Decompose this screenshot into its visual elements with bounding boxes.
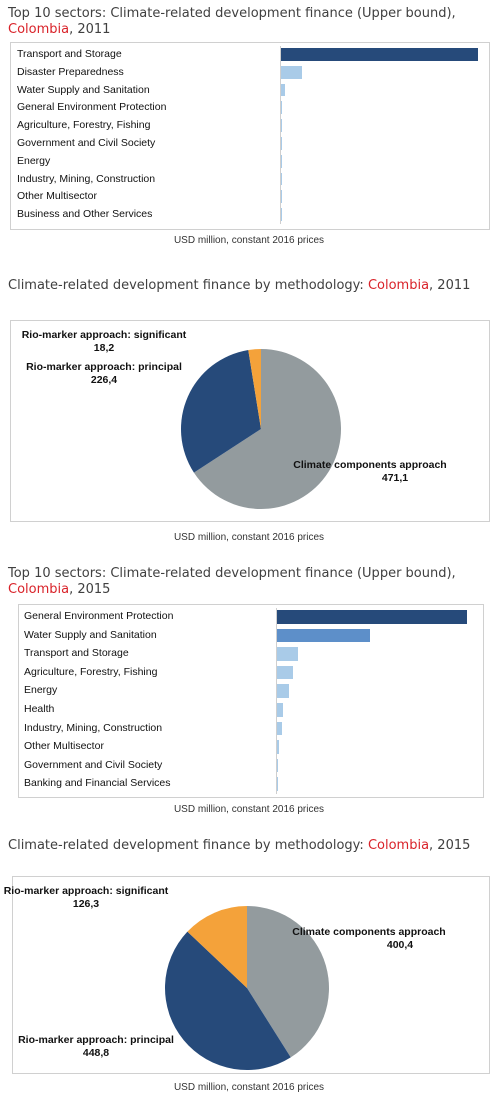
bar: [281, 65, 302, 79]
pie-slice: [180, 350, 261, 473]
bar: [281, 119, 282, 132]
category-label: Water Supply and Sanitation: [24, 628, 157, 641]
pie-slice: [164, 931, 291, 1071]
category-label: Agriculture, Forestry, Fishing: [17, 119, 151, 132]
category-label: Energy: [24, 684, 58, 697]
bar: [277, 721, 282, 736]
slice-value-label: 226,4: [91, 374, 117, 386]
slice-label: Climate components approach: [293, 459, 446, 471]
pie-slice: [247, 906, 329, 1058]
category-label: Transport and Storage: [17, 48, 122, 60]
bar: [277, 684, 290, 698]
slice-label: Rio-marker approach: principal: [26, 361, 182, 373]
slice-value-label: 448,8: [83, 1047, 109, 1059]
bar-chart-2011-panel: Top 10 sectors: Climate-related developm…: [0, 0, 498, 260]
category-label: Industry, Mining, Construction: [24, 721, 163, 734]
bar-axis-line: [276, 608, 277, 794]
category-label: Water Supply and Sanitation: [17, 83, 150, 96]
bar: [281, 154, 282, 168]
bar: [281, 48, 478, 61]
category-label: Transport and Storage: [24, 647, 129, 660]
bar: [281, 83, 285, 97]
bar: [277, 628, 371, 643]
bar: [281, 172, 282, 186]
slice-label: Rio-marker approach: significant: [22, 329, 187, 341]
pie-slice: [248, 349, 261, 429]
category-label: General Environment Protection: [17, 101, 167, 114]
bar: [277, 610, 467, 624]
category-label: Other Multisector: [24, 740, 104, 753]
category-label: Energy: [17, 154, 51, 167]
slice-label: Climate components approach: [292, 926, 445, 938]
bar-chart-2015-title: Top 10 sectors: Climate-related developm…: [8, 566, 456, 597]
pie-slice: [187, 906, 247, 988]
bar: [277, 758, 279, 773]
category-label: Other Multisector: [17, 190, 97, 203]
country-name: Colombia: [8, 22, 70, 37]
bar: [281, 190, 282, 204]
pie-chart-2011-panel: Climate-related development finance by m…: [0, 270, 498, 550]
country-name: Colombia: [367, 278, 430, 293]
slice-label: Rio-marker approach: principal: [18, 1034, 174, 1046]
bar-chart-2011-frame: [10, 42, 490, 230]
slice-value-label: 471,1: [382, 472, 408, 484]
bar: [281, 101, 282, 115]
bar: [281, 137, 282, 150]
slice-label: Rio-marker approach: significant: [4, 885, 169, 897]
pie-chart-2015-caption: USD million, constant 2016 prices: [173, 1082, 325, 1093]
bar: [277, 777, 278, 791]
category-label: General Environment Protection: [24, 610, 174, 622]
country-name: Colombia: [367, 838, 430, 853]
bar-chart-2015-panel: Top 10 sectors: Climate-related developm…: [0, 560, 498, 830]
category-label: Industry, Mining, Construction: [17, 172, 156, 185]
bar: [277, 740, 279, 754]
pie-chart-2015-panel: Climate-related development finance by m…: [0, 830, 498, 1105]
category-label: Health: [24, 703, 55, 715]
bar: [277, 647, 298, 661]
bar-chart-2015-caption: USD million, constant 2016 prices: [173, 804, 325, 815]
slice-value-label: 400,4: [387, 939, 413, 951]
slice-value-label: 18,2: [94, 342, 115, 354]
pie-chart-2011-title: Climate-related development finance by m…: [8, 278, 471, 293]
bar: [277, 703, 283, 717]
category-label: Government and Civil Society: [24, 758, 163, 771]
bar: [281, 208, 282, 221]
category-label: Government and Civil Society: [17, 137, 156, 149]
bar-chart-2011-title: Top 10 sectors: Climate-related developm…: [8, 6, 456, 37]
bar-axis-line: [280, 46, 281, 224]
pie-chart-2011-caption: USD million, constant 2016 prices: [173, 532, 325, 543]
pie-chart-2015-title: Climate-related development finance by m…: [8, 838, 471, 853]
pie-slice: [193, 349, 341, 509]
bar-chart-2015-frame: [18, 604, 484, 798]
category-label: Banking and Financial Services: [24, 777, 171, 790]
category-label: Agriculture, Forestry, Fishing: [24, 665, 158, 678]
country-name: Colombia: [8, 582, 70, 597]
category-label: Business and Other Services: [17, 208, 153, 221]
bar: [277, 665, 293, 680]
bar-chart-2011-caption: USD million, constant 2016 prices: [173, 235, 325, 246]
category-label: Disaster Preparedness: [17, 65, 124, 78]
slice-value-label: 126,3: [73, 898, 99, 910]
